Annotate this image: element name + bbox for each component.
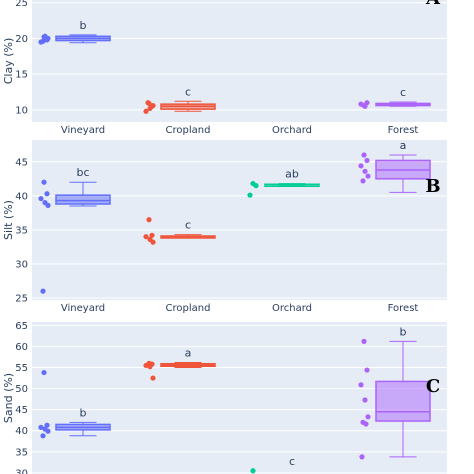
panel-b-box-forest: a bbox=[358, 139, 431, 193]
panel-b-letter: B bbox=[425, 176, 440, 197]
significance-letter: bc bbox=[76, 166, 89, 179]
significance-letter: b bbox=[80, 406, 87, 419]
panel-a: 10 15 20 25 Clay (%) Vineyard Cropland Orchard F… bbox=[2, 0, 447, 136]
panel-c-box-orchard: c bbox=[250, 455, 295, 474]
iqr-box bbox=[55, 194, 111, 205]
significance-letter: c bbox=[400, 86, 406, 99]
significance-letter: a bbox=[185, 346, 192, 359]
panel-b-x-tick-label: Orchard bbox=[272, 303, 312, 314]
panel-c-y-tick-label: 40 bbox=[15, 426, 28, 437]
data-point bbox=[147, 364, 153, 370]
panel-c-box-forest: b bbox=[358, 325, 431, 460]
data-point bbox=[38, 195, 44, 202]
data-point bbox=[360, 178, 366, 184]
panel-a-x-tick-label: Cropland bbox=[166, 125, 211, 136]
panel-b-x-tick-label: Forest bbox=[388, 303, 419, 314]
panel-a-x-tick-label: Orchard bbox=[272, 125, 312, 136]
data-point bbox=[40, 38, 46, 44]
data-point bbox=[146, 217, 152, 223]
data-point bbox=[250, 468, 256, 474]
panel-b-y-tick-label: 25 bbox=[15, 293, 28, 304]
panel-c-box-cropland: a bbox=[143, 346, 216, 381]
panel-b-y-tick-label: 45 bbox=[15, 157, 28, 168]
data-point bbox=[150, 239, 156, 245]
panel-a-y-tick-label: 15 bbox=[15, 70, 28, 81]
data-point bbox=[41, 179, 47, 185]
iqr-box bbox=[375, 380, 431, 422]
data-point bbox=[358, 382, 364, 388]
data-point bbox=[143, 108, 149, 114]
data-point bbox=[365, 414, 371, 420]
panel-a-box-forest: c bbox=[358, 86, 431, 109]
panel-c-y-tick-label: 45 bbox=[15, 405, 28, 416]
significance-letter: b bbox=[400, 325, 407, 338]
data-point bbox=[143, 362, 149, 369]
panel-a-y-tick-label: 10 bbox=[15, 105, 28, 116]
data-point bbox=[38, 424, 44, 430]
data-point bbox=[149, 232, 155, 238]
data-point bbox=[150, 102, 156, 109]
panel-c-y-tick-label: 30 bbox=[15, 468, 28, 474]
panel-a-box-cropland: c bbox=[143, 85, 216, 114]
panel-a-y-tick-label: 25 bbox=[15, 0, 28, 9]
data-point bbox=[40, 288, 46, 294]
significance-letter: ab bbox=[285, 168, 299, 181]
data-point bbox=[143, 234, 149, 240]
data-point bbox=[362, 397, 368, 403]
panel-b-x-tick-label: Cropland bbox=[166, 303, 211, 314]
data-point bbox=[247, 192, 253, 198]
data-point bbox=[364, 367, 370, 373]
panel-c: 30 35 40 45 50 55 60 65 Sand (%) b a c b C bbox=[2, 321, 447, 474]
data-point bbox=[362, 168, 368, 174]
panel-b-y-axis-label: Silt (%) bbox=[2, 200, 15, 240]
significance-letter: c bbox=[185, 219, 191, 232]
data-point bbox=[361, 338, 367, 344]
data-point bbox=[364, 157, 370, 164]
panel-c-y-tick-label: 65 bbox=[15, 321, 28, 332]
data-point bbox=[253, 183, 259, 189]
data-point bbox=[365, 173, 371, 179]
significance-letter: a bbox=[400, 139, 407, 152]
data-point bbox=[43, 35, 49, 41]
data-point bbox=[44, 191, 50, 197]
data-point bbox=[363, 421, 369, 427]
data-point bbox=[145, 100, 151, 106]
panel-c-y-tick-label: 60 bbox=[15, 342, 28, 353]
data-point bbox=[359, 454, 365, 460]
significance-letter: b bbox=[80, 19, 87, 32]
panel-a-plot-area bbox=[32, 0, 447, 122]
panel-b-box-cropland: c bbox=[143, 217, 216, 245]
data-point bbox=[45, 202, 51, 208]
panel-c-y-tick-label: 50 bbox=[15, 384, 28, 395]
panel-b-box-vineyard: bc bbox=[38, 166, 111, 294]
panel-a-y-tick-label: 20 bbox=[15, 34, 28, 45]
panel-a-x-tick-label: Vineyard bbox=[61, 125, 105, 136]
panel-b: 25 30 35 40 45 Silt (%) Vineyard Cropland Orchar… bbox=[2, 139, 447, 314]
data-point bbox=[361, 152, 367, 158]
panel-a-x-tick-label: Forest bbox=[388, 125, 419, 136]
panel-c-y-tick-label: 35 bbox=[15, 447, 28, 458]
panel-c-y-tick-label: 55 bbox=[15, 363, 28, 374]
data-point bbox=[362, 103, 368, 109]
panel-c-box-vineyard: b bbox=[38, 369, 111, 439]
data-point bbox=[150, 375, 156, 381]
panel-b-y-tick-label: 35 bbox=[15, 225, 28, 236]
panel-a-box-vineyard: b bbox=[38, 19, 111, 45]
significance-letter: c bbox=[289, 455, 295, 468]
panel-a-y-axis-label: Clay (%) bbox=[2, 38, 15, 85]
panel-a-letter: A bbox=[425, 0, 441, 9]
data-point bbox=[358, 163, 364, 169]
panel-c-letter: C bbox=[426, 376, 440, 397]
data-point bbox=[40, 433, 46, 439]
data-point bbox=[41, 369, 47, 376]
data-point bbox=[358, 101, 364, 107]
panel-b-x-tick-label: Vineyard bbox=[61, 303, 105, 314]
panel-c-y-axis-label: Sand (%) bbox=[2, 373, 15, 423]
panel-b-y-tick-label: 40 bbox=[15, 191, 28, 202]
significance-letter: c bbox=[185, 85, 191, 98]
panel-b-box-orchard: ab bbox=[247, 168, 320, 198]
data-point bbox=[45, 428, 51, 434]
panel-b-y-tick-label: 30 bbox=[15, 259, 28, 270]
